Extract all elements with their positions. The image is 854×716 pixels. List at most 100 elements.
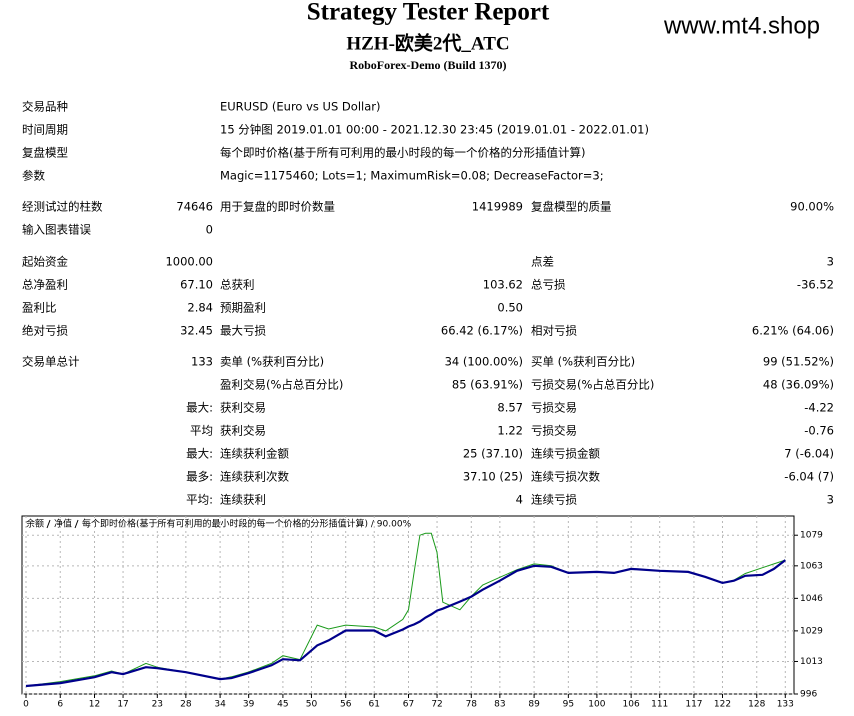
x-tick-label: 89 bbox=[528, 700, 540, 710]
stat-value: 8.57 bbox=[497, 401, 523, 415]
stat-value: 3 bbox=[827, 493, 834, 507]
stat-label: 盈利比 bbox=[22, 301, 57, 315]
stat-label: 亏损交易(%占总百分比) bbox=[531, 378, 654, 392]
stat-label: 亏损交易 bbox=[531, 401, 577, 415]
stat-label: 亏损交易 bbox=[531, 424, 577, 438]
stat-value: 0 bbox=[206, 223, 213, 237]
x-tick-label: 61 bbox=[369, 700, 380, 710]
stat-value: 最多: bbox=[186, 470, 213, 484]
stat-value: 平均: bbox=[186, 493, 213, 507]
series-line bbox=[25, 532, 786, 687]
stat-value: 3 bbox=[827, 255, 834, 269]
x-tick-label: 106 bbox=[623, 700, 640, 710]
stat-label: 经测试过的柱数 bbox=[22, 200, 103, 214]
stat-label: 绝对亏损 bbox=[22, 324, 68, 338]
stat-value: -6.04 (7) bbox=[784, 470, 834, 484]
info-value: EURUSD (Euro vs US Dollar) bbox=[220, 100, 380, 114]
stat-label: 连续获利 bbox=[220, 493, 266, 507]
info-label: 参数 bbox=[22, 169, 45, 183]
stat-value: 6.21% (64.06) bbox=[752, 324, 834, 338]
x-tick-label: 6 bbox=[57, 700, 63, 710]
stat-label: 总净盈利 bbox=[22, 278, 68, 292]
stat-label: 起始资金 bbox=[22, 255, 68, 269]
x-tick-label: 95 bbox=[563, 700, 574, 710]
info-label: 交易品种 bbox=[22, 100, 68, 114]
x-tick-label: 111 bbox=[651, 700, 668, 710]
stat-label: 用于复盘的即时价数量 bbox=[220, 200, 335, 214]
y-tick-label: 1046 bbox=[800, 594, 823, 604]
stat-value: 平均 bbox=[190, 424, 213, 438]
x-tick-label: 100 bbox=[588, 700, 605, 710]
legend-entry: 净值 bbox=[54, 518, 72, 530]
legend-separator bbox=[74, 519, 79, 529]
stat-label: 连续亏损次数 bbox=[531, 470, 600, 484]
legend-separator bbox=[46, 519, 51, 529]
y-tick-label: 1013 bbox=[800, 657, 823, 667]
stat-value: 85 (63.91%) bbox=[452, 378, 523, 392]
stat-label: 相对亏损 bbox=[531, 324, 577, 338]
report-subtitle: HZH-欧美2代_ATC bbox=[346, 31, 509, 54]
stat-value: 34 (100.00%) bbox=[445, 355, 523, 369]
x-tick-label: 133 bbox=[777, 700, 794, 710]
stat-value: 1000.00 bbox=[165, 255, 213, 269]
y-tick-label: 1079 bbox=[800, 531, 823, 541]
report-title: Strategy Tester Report bbox=[307, 0, 550, 26]
x-tick-label: 34 bbox=[214, 700, 226, 710]
info-label: 时间周期 bbox=[22, 123, 68, 137]
stat-value: 48 (36.09%) bbox=[763, 378, 834, 392]
server-info: RoboForex-Demo (Build 1370) bbox=[349, 58, 506, 72]
stat-value: 66.42 (6.17%) bbox=[441, 324, 523, 338]
x-tick-label: 83 bbox=[494, 700, 505, 710]
x-tick-label: 67 bbox=[403, 700, 414, 710]
x-tick-label: 117 bbox=[685, 700, 702, 710]
y-tick-label: 1063 bbox=[800, 561, 823, 571]
stat-value: 0.50 bbox=[497, 301, 523, 315]
info-value: 15 分钟图 2019.01.01 00:00 - 2021.12.30 23:… bbox=[220, 123, 649, 137]
stat-label: 最大亏损 bbox=[220, 324, 266, 338]
x-tick-label: 39 bbox=[243, 700, 255, 710]
x-tick-label: 122 bbox=[714, 700, 731, 710]
stat-value: 103.62 bbox=[483, 278, 523, 292]
stat-value: 最大: bbox=[186, 401, 213, 415]
stat-label: 复盘模型的质量 bbox=[531, 200, 612, 214]
x-tick-label: 56 bbox=[340, 700, 352, 710]
stat-label: 卖单 (%获利百分比) bbox=[220, 355, 324, 369]
stat-label: 总获利 bbox=[220, 278, 255, 292]
stat-value: 32.45 bbox=[180, 324, 213, 338]
stat-label: 连续获利金额 bbox=[220, 447, 289, 461]
stat-label: 预期盈利 bbox=[220, 301, 266, 315]
x-tick-label: 28 bbox=[180, 700, 192, 710]
stat-label: 获利交易 bbox=[220, 424, 266, 438]
stat-value: 99 (51.52%) bbox=[763, 355, 834, 369]
stat-value: 1.22 bbox=[497, 424, 523, 438]
x-tick-label: 17 bbox=[117, 700, 128, 710]
stat-label: 盈利交易(%占总百分比) bbox=[220, 378, 343, 392]
info-value: 每个即时价格(基于所有可利用的最小时段的每一个价格的分形插值计算) bbox=[220, 146, 585, 160]
x-tick-label: 23 bbox=[152, 700, 163, 710]
stat-label: 连续亏损 bbox=[531, 493, 577, 507]
series-line bbox=[25, 559, 786, 688]
stat-value: 2.84 bbox=[187, 301, 213, 315]
stat-value: 67.10 bbox=[180, 278, 213, 292]
stat-value: -0.76 bbox=[804, 424, 834, 438]
info-value: Magic=1175460; Lots=1; MaximumRisk=0.08;… bbox=[220, 169, 604, 183]
x-tick-label: 45 bbox=[277, 700, 288, 710]
stat-value: 25 (37.10) bbox=[463, 447, 523, 461]
info-label: 复盘模型 bbox=[22, 146, 68, 160]
stat-value: 4 bbox=[516, 493, 523, 507]
stat-label: 连续亏损金额 bbox=[531, 447, 600, 461]
stat-value: 1419989 bbox=[472, 200, 523, 214]
x-tick-label: 78 bbox=[466, 700, 478, 710]
y-tick-label: 996 bbox=[800, 690, 817, 700]
legend-note: 每个即时价格(基于所有可利用的最小时段的每一个价格的分形插值计算) / 90.0… bbox=[82, 518, 412, 530]
y-tick-label: 1029 bbox=[800, 626, 823, 636]
stat-value: 133 bbox=[191, 355, 213, 369]
x-tick-label: 50 bbox=[306, 700, 318, 710]
stat-value: 90.00% bbox=[790, 200, 834, 214]
stat-value: -4.22 bbox=[804, 401, 834, 415]
stat-label: 点差 bbox=[531, 255, 554, 269]
stat-label: 总亏损 bbox=[531, 278, 566, 292]
stat-value: 74646 bbox=[176, 200, 213, 214]
stat-value: 37.10 (25) bbox=[463, 470, 523, 484]
